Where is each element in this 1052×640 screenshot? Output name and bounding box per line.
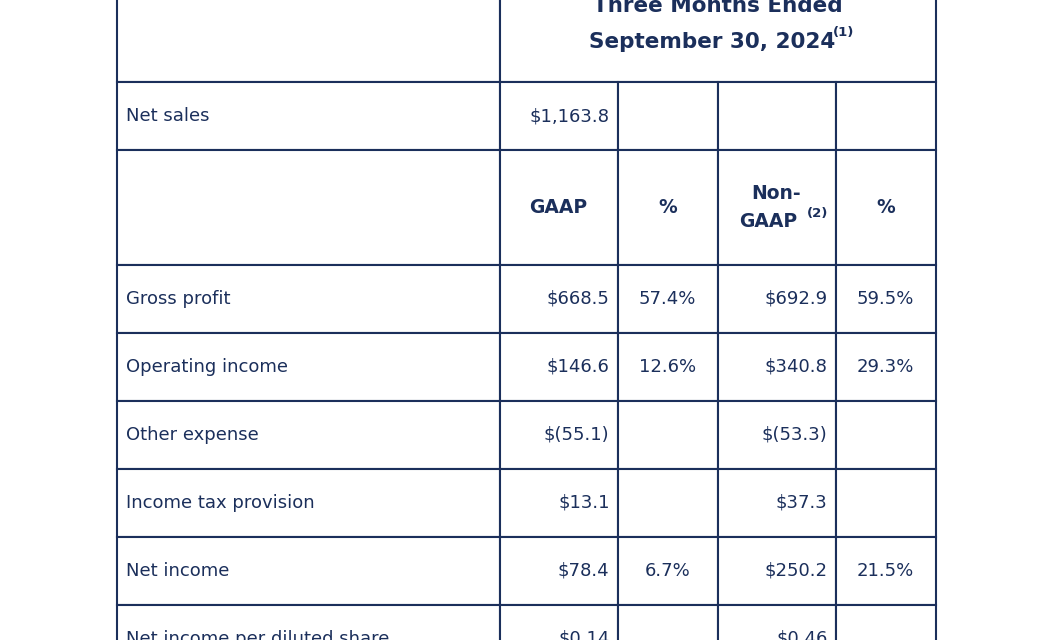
Text: $(55.1): $(55.1) xyxy=(544,426,609,444)
Text: $0.14: $0.14 xyxy=(559,630,609,640)
Bar xyxy=(835,333,935,401)
Bar xyxy=(117,265,500,333)
Text: (2): (2) xyxy=(807,207,828,220)
Bar xyxy=(117,469,500,537)
Bar xyxy=(500,0,935,82)
Bar xyxy=(618,82,717,150)
Bar xyxy=(618,605,717,640)
Text: Income tax provision: Income tax provision xyxy=(126,494,316,512)
Text: Net sales: Net sales xyxy=(126,107,210,125)
Text: Gross profit: Gross profit xyxy=(126,290,231,308)
Text: GAAP: GAAP xyxy=(529,198,588,217)
Text: Net income per diluted share: Net income per diluted share xyxy=(126,630,390,640)
Text: $(53.3): $(53.3) xyxy=(762,426,828,444)
Bar xyxy=(500,82,618,150)
Bar xyxy=(835,605,935,640)
Bar xyxy=(618,469,717,537)
Bar xyxy=(117,150,500,265)
Bar xyxy=(618,401,717,469)
Bar xyxy=(500,265,618,333)
Bar xyxy=(618,537,717,605)
Text: $668.5: $668.5 xyxy=(547,290,609,308)
Text: $37.3: $37.3 xyxy=(775,494,828,512)
Bar xyxy=(117,605,500,640)
Bar xyxy=(618,150,717,265)
Bar xyxy=(717,401,835,469)
Bar xyxy=(500,469,618,537)
Text: 6.7%: 6.7% xyxy=(645,562,690,580)
Text: Three Months Ended: Three Months Ended xyxy=(592,0,843,17)
Bar xyxy=(717,82,835,150)
Bar xyxy=(500,537,618,605)
Bar xyxy=(500,401,618,469)
Text: 12.6%: 12.6% xyxy=(639,358,696,376)
Bar xyxy=(117,333,500,401)
Bar xyxy=(117,82,500,150)
Text: $78.4: $78.4 xyxy=(558,562,609,580)
Text: $146.6: $146.6 xyxy=(547,358,609,376)
Bar xyxy=(717,605,835,640)
Text: Non-: Non- xyxy=(752,184,802,203)
Bar xyxy=(835,265,935,333)
Bar xyxy=(835,150,935,265)
Text: GAAP: GAAP xyxy=(740,212,797,231)
Bar xyxy=(717,333,835,401)
Bar xyxy=(717,150,835,265)
Bar xyxy=(117,0,500,82)
Bar xyxy=(717,469,835,537)
Bar xyxy=(500,605,618,640)
Bar xyxy=(835,469,935,537)
Text: %: % xyxy=(876,198,895,217)
Text: 21.5%: 21.5% xyxy=(857,562,914,580)
Bar xyxy=(717,265,835,333)
Bar xyxy=(835,537,935,605)
Text: %: % xyxy=(659,198,676,217)
Bar xyxy=(618,265,717,333)
Text: $0.46: $0.46 xyxy=(776,630,828,640)
Bar xyxy=(835,401,935,469)
Text: Operating income: Operating income xyxy=(126,358,288,376)
Text: (1): (1) xyxy=(832,26,854,39)
Bar xyxy=(717,537,835,605)
Bar xyxy=(500,150,618,265)
Text: $13.1: $13.1 xyxy=(558,494,609,512)
Bar xyxy=(618,333,717,401)
Bar xyxy=(500,333,618,401)
Text: 57.4%: 57.4% xyxy=(639,290,696,308)
Text: Other expense: Other expense xyxy=(126,426,259,444)
Text: $1,163.8: $1,163.8 xyxy=(529,107,609,125)
Text: September 30, 2024: September 30, 2024 xyxy=(589,33,835,52)
Text: 59.5%: 59.5% xyxy=(856,290,914,308)
Text: 29.3%: 29.3% xyxy=(856,358,914,376)
Bar xyxy=(117,537,500,605)
Text: $692.9: $692.9 xyxy=(765,290,828,308)
Text: Net income: Net income xyxy=(126,562,230,580)
Bar xyxy=(117,401,500,469)
Text: $340.8: $340.8 xyxy=(765,358,828,376)
Text: $250.2: $250.2 xyxy=(765,562,828,580)
Bar xyxy=(835,82,935,150)
